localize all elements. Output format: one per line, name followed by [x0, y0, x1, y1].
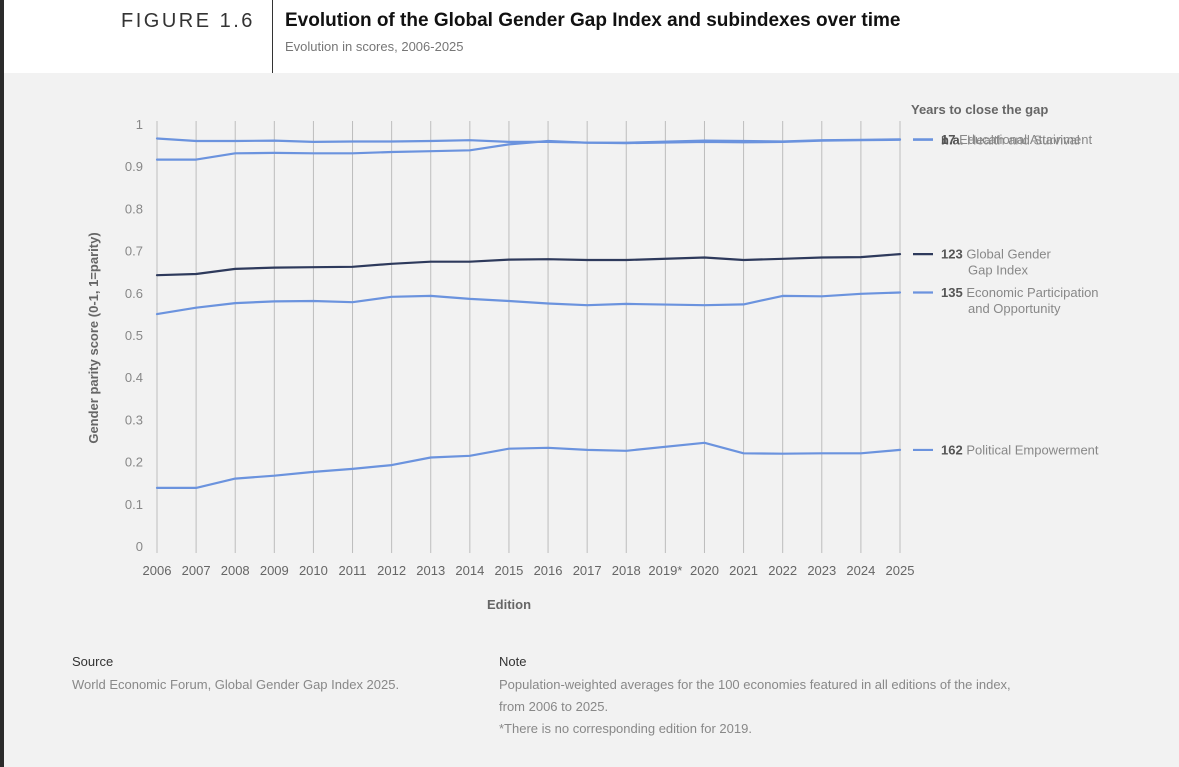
x-tick-label: 2016 — [534, 563, 563, 578]
legend-label: 135 Economic Participation — [941, 285, 1099, 300]
chart-subtitle: Evolution in scores, 2006-2025 — [285, 39, 464, 54]
legend-value: 17 — [941, 132, 959, 147]
y-tick-label: 1 — [136, 117, 143, 132]
note-line: Population-weighted averages for the 100… — [499, 677, 1011, 692]
source-heading: Source — [72, 654, 114, 669]
y-tick-label: 0.4 — [125, 370, 143, 385]
y-tick-label: 0.5 — [125, 328, 143, 343]
y-tick-label: 0.3 — [125, 412, 143, 427]
legend-name: Global Gender — [966, 247, 1051, 262]
y-tick-label: 0.9 — [125, 159, 143, 174]
x-tick-label: 2025 — [886, 563, 915, 578]
y-axis-ticks: 0 0.1 0.2 0.3 0.4 0.5 0.6 0.7 0.8 0.9 1 — [125, 117, 143, 554]
chart-title: Evolution of the Global Gender Gap Index… — [285, 10, 901, 31]
legend-label: 162 Political Empowerment — [941, 442, 1099, 457]
y-tick-label: 0 — [136, 539, 143, 554]
page-edge — [0, 0, 4, 767]
x-tick-label: 2021 — [729, 563, 758, 578]
figure-label: FIGURE 1.6 — [121, 10, 255, 32]
series-line — [155, 253, 902, 277]
legend-name: Political Empowerment — [966, 442, 1099, 457]
series-lines — [155, 137, 902, 489]
legend-value: 162 — [941, 442, 966, 457]
legend-label-continuation: Gap Index — [968, 263, 1028, 278]
y-tick-label: 0.7 — [125, 244, 143, 259]
x-tick-label: 2008 — [221, 563, 250, 578]
legend-title: Years to close the gap — [911, 102, 1048, 117]
series-line — [155, 441, 902, 489]
x-axis-ticks: 2006 2007 2008 2009 2010 2011 2012 2013 2014 2015… — [143, 563, 915, 578]
legend: Years to close the gap n.a. Health and Su… — [911, 102, 1099, 457]
legend-value: n.a. — [941, 132, 967, 147]
x-tick-label: 2007 — [182, 563, 211, 578]
header-divider — [272, 0, 273, 73]
y-tick-label: 0.6 — [125, 286, 143, 301]
x-tick-label: 2014 — [455, 563, 484, 578]
note-line: from 2006 to 2025. — [499, 699, 609, 714]
y-tick-label: 0.8 — [125, 201, 143, 216]
x-tick-label: 2012 — [377, 563, 406, 578]
legend-label: 123 Global Gender — [941, 247, 1052, 262]
x-tick-label: 2022 — [768, 563, 797, 578]
x-tick-label: 2013 — [416, 563, 445, 578]
y-tick-label: 0.2 — [125, 455, 143, 470]
gridlines — [156, 121, 901, 553]
series-line — [155, 138, 902, 161]
note-line: *There is no corresponding edition for 2… — [499, 721, 752, 736]
x-tick-label: 2017 — [573, 563, 602, 578]
legend-value: 123 — [941, 247, 966, 262]
legend-label-continuation: and Opportunity — [968, 301, 1061, 316]
x-tick-label: 2023 — [807, 563, 836, 578]
note-heading: Note — [499, 654, 527, 669]
legend-name: Health and Survival — [967, 132, 1080, 147]
legend-value: 135 — [941, 285, 966, 300]
x-tick-label: 2011 — [339, 563, 367, 578]
x-tick-label: 2024 — [846, 563, 875, 578]
series-line — [155, 291, 902, 316]
x-tick-label: 2020 — [690, 563, 719, 578]
x-tick-label: 2018 — [612, 563, 641, 578]
x-tick-label: 2010 — [299, 563, 328, 578]
y-tick-label: 0.1 — [125, 497, 143, 512]
x-tick-label: 2015 — [494, 563, 523, 578]
x-tick-label: 2009 — [260, 563, 289, 578]
note-text: Population-weighted averages for the 100… — [499, 674, 1011, 740]
figure-header: FIGURE 1.6 Evolution of the Global Gende… — [4, 0, 1179, 73]
line-chart: 00.10.20.30.40.50.60.70.80.91 2006 2007 20… — [86, 102, 1099, 612]
legend-label: 17 Educational Attainment — [941, 132, 1092, 147]
source-text: World Economic Forum, Global Gender Gap … — [72, 677, 400, 692]
x-axis-label: Edition — [487, 597, 531, 612]
legend-name: Economic Participation — [966, 285, 1098, 300]
legend-name: Educational Attainment — [959, 132, 1092, 147]
x-tick-label: 2006 — [143, 563, 172, 578]
legend-label: n.a. Health and Survival — [941, 132, 1080, 147]
x-tick-label: 2019* — [648, 563, 682, 578]
y-axis-label: Gender parity score (0-1, 1=parity) — [86, 232, 101, 443]
